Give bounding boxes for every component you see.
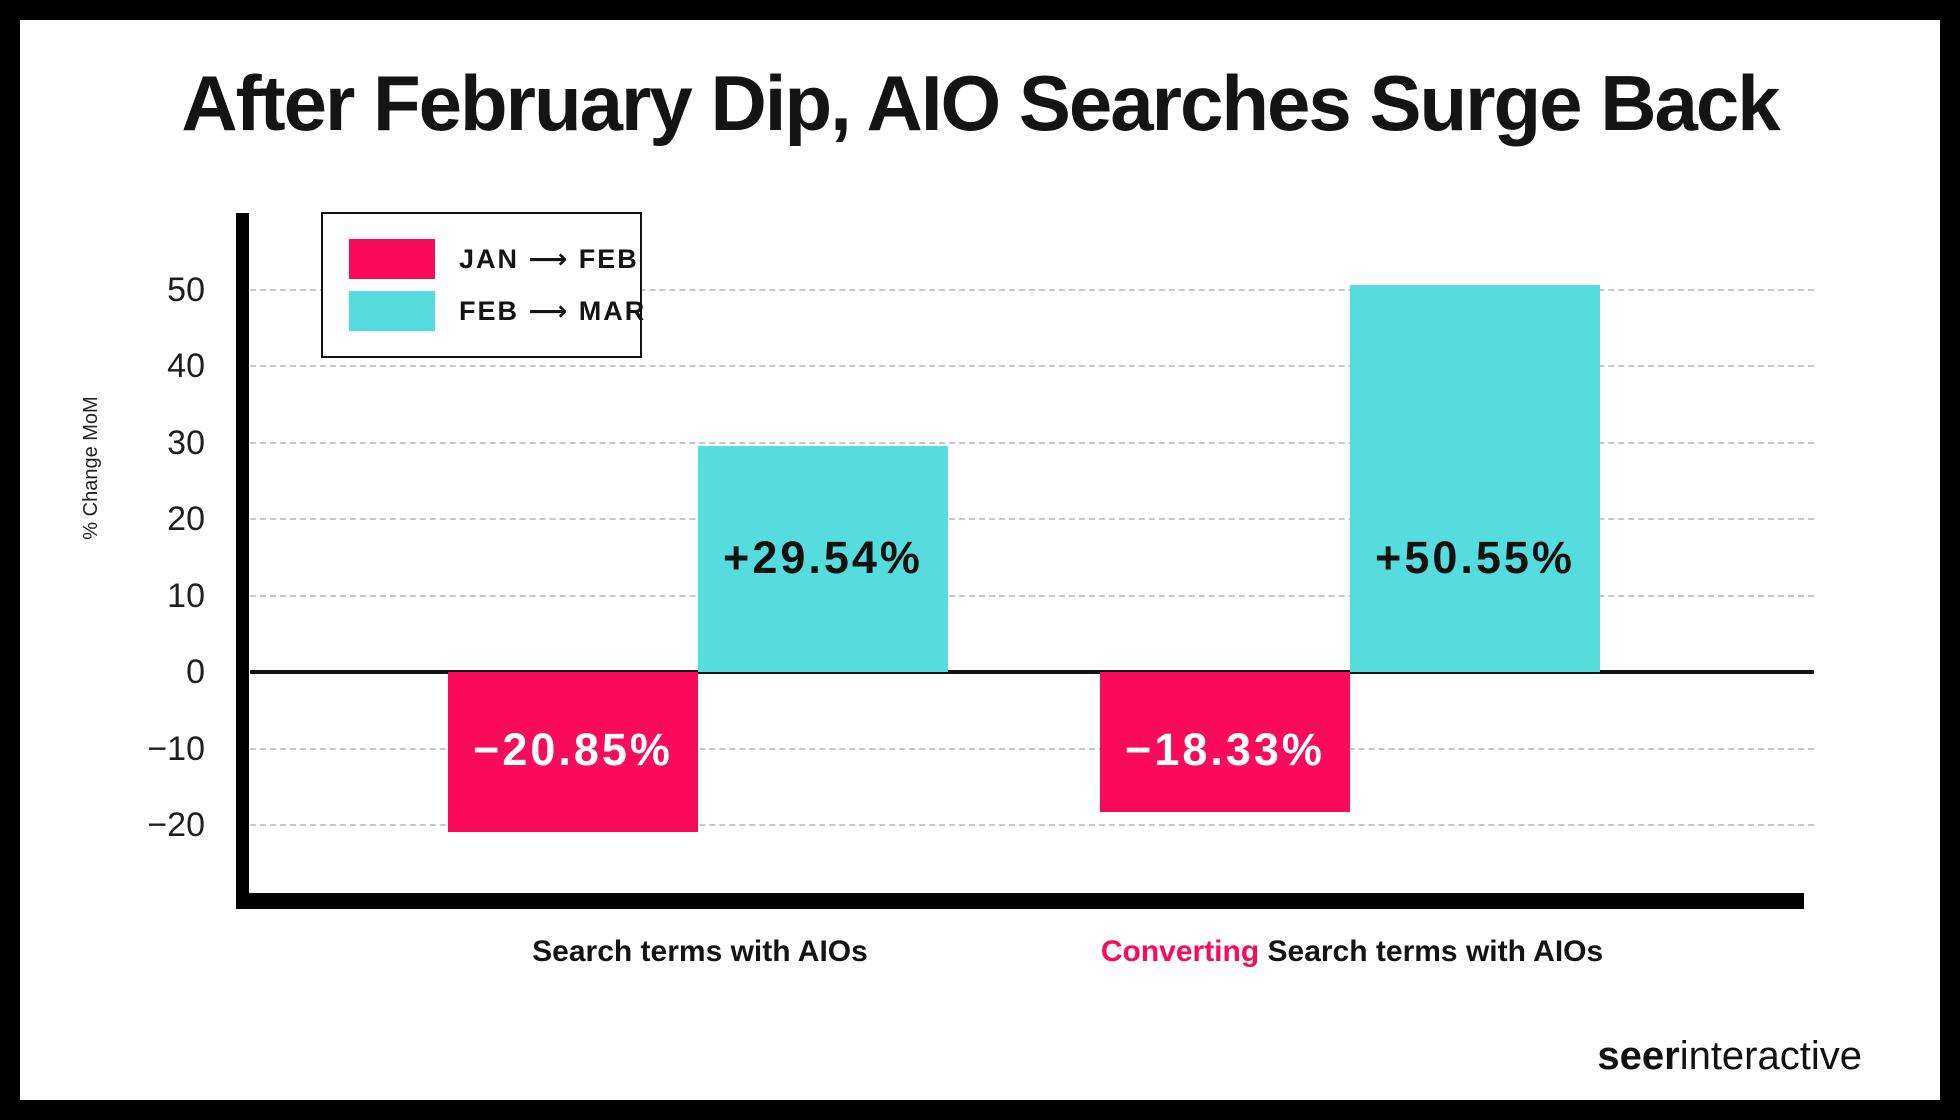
zero-axis-line [250,670,1814,674]
legend-swatch [349,291,435,331]
gridline [250,288,1814,291]
x-axis-spine [236,893,1804,909]
brand-logo-bold: seer [1597,1034,1680,1078]
bar-value-label: −20.85% [473,724,673,775]
category-label: Search terms with AIOs [350,935,1050,969]
bar-value-label: −18.33% [1125,724,1325,775]
ytick-label: 0 [186,653,205,691]
legend-row: FEB ⟶ MAR [349,291,644,331]
ytick-label: 30 [167,423,205,462]
ytick-label: 10 [167,576,205,615]
ytick-label: 20 [167,500,205,538]
gridline [250,518,1814,520]
legend-label: JAN ⟶ FEB [459,243,639,274]
chart-title: After February Dip, AIO Searches Surge B… [181,59,1780,147]
legend-swatch [349,239,435,279]
bar-positive [1350,285,1600,672]
gridline [250,747,1814,750]
plot-area: 50 40 30 20 10 0 −10 −20 −20.85% −18.33% +29.54% +5… [20,20,1940,1100]
brand-logo: seerinteractive [1597,1034,1862,1078]
brand-logo-regular: interactive [1679,1034,1862,1078]
category-label: Converting Search terms with AIOs [1002,935,1702,969]
category-label-part: Converting [1100,935,1268,968]
bar-value-label: +50.55% [1375,532,1575,583]
gridline [250,441,1814,444]
chart-canvas: After February Dip, AIO Searches Surge B… [20,20,1940,1100]
y-axis-spine [236,213,249,909]
bar-value-label: +29.54% [723,532,923,583]
category-label-part: Search terms with AIOs [1267,935,1604,968]
gridline [250,824,1814,826]
category-label-part: Search terms with AIOs [532,935,868,968]
bar-negative [448,672,698,832]
legend: JAN ⟶ FEB FEB ⟶ MAR [321,212,644,358]
ytick-label: −20 [147,806,205,844]
bar-negative [1100,672,1350,813]
bar-positive [698,446,948,672]
gridline [250,594,1814,597]
y-axis-title: % Change MoM [80,396,102,540]
ytick-label: −10 [147,729,205,768]
ytick-label: 40 [167,347,205,385]
legend-label: FEB ⟶ MAR [459,295,647,326]
ytick-label: 50 [167,270,205,309]
gridline [250,365,1814,367]
legend-row: JAN ⟶ FEB [349,239,640,279]
